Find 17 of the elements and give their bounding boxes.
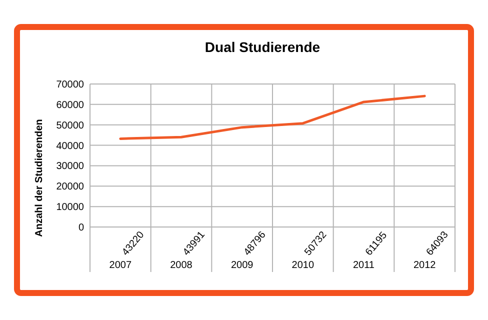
x-tick-label: 2012 xyxy=(413,260,436,271)
y-tick-label: 60000 xyxy=(56,100,84,111)
x-tick-label: 2011 xyxy=(352,260,375,271)
y-tick-label: 70000 xyxy=(56,80,84,90)
x-tick-label: 2010 xyxy=(292,260,314,271)
y-tick-label: 30000 xyxy=(56,161,84,172)
y-tick-label: 50000 xyxy=(56,120,84,132)
chart-title: Dual Studierende xyxy=(204,39,320,55)
y-tick-label: 0 xyxy=(78,222,84,234)
x-tick-label: 2007 xyxy=(109,260,132,271)
y-axis-title: Anzahl der Studierenden xyxy=(34,119,45,237)
y-tick-label: 10000 xyxy=(56,202,84,214)
y-tick-label: 40000 xyxy=(56,140,84,152)
line-series xyxy=(119,94,426,140)
y-tick-label: 20000 xyxy=(56,182,84,193)
x-tick-label: 2008 xyxy=(170,260,193,271)
x-tick-label: 2009 xyxy=(230,260,254,271)
